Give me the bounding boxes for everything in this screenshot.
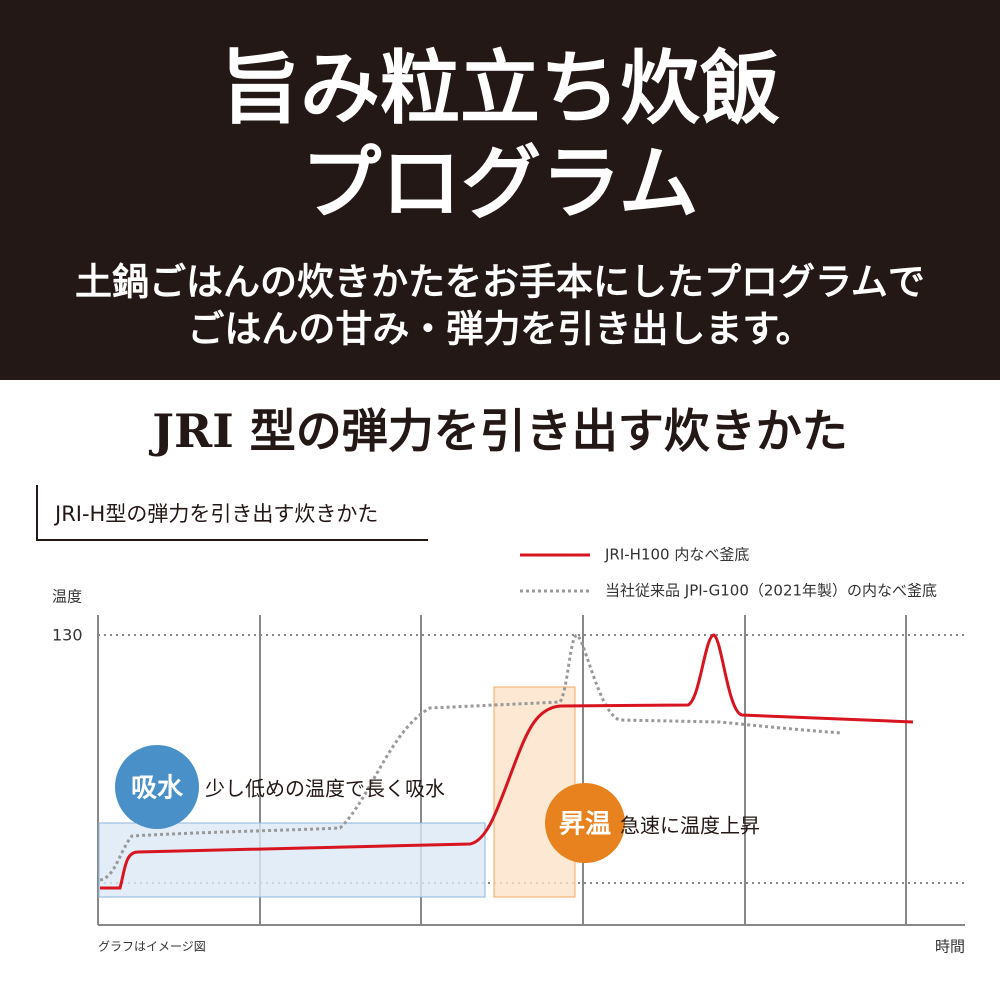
note: グラフはイメージ図 — [98, 940, 206, 954]
subtitle: 土鍋ごはんの炊きかたをお手本にしたプログラムで — [75, 260, 925, 304]
y-tick: 130 — [52, 626, 83, 645]
graph-title: JRI-H型の弾力を引き出す炊きかた — [53, 502, 378, 526]
vertical-grid — [97, 615, 965, 926]
title: 旨み粒立ち炊飯 — [220, 41, 780, 135]
phase-text: 少し低めの温度で長く吸水 — [205, 777, 445, 801]
y-label: 温度 — [52, 588, 82, 606]
jri-curve — [100, 633, 914, 890]
graph-title-frame — [36, 485, 428, 541]
x-label: 時間 — [935, 938, 965, 956]
phase-text: 急速に温度上昇 — [620, 814, 760, 838]
legend-text: JRI-H100 内なべ釜底 — [604, 546, 749, 564]
badge — [545, 783, 625, 863]
badge-text: 昇温 — [559, 810, 611, 840]
subtitle: ごはんの甘み・弾力を引き出します。 — [187, 307, 812, 351]
header-band — [0, 0, 1000, 380]
badge — [115, 745, 199, 829]
badge-text: 吸水 — [131, 774, 184, 804]
absorb-zone — [98, 822, 486, 898]
conventional-curve — [99, 633, 843, 882]
title: プログラム — [301, 136, 699, 230]
section-title: JRI 型の弾力を引き出す炊きかた — [148, 404, 848, 458]
legend-text: 当社従来品 JPI-G100（2021年製）の内なべ釜底 — [605, 582, 937, 600]
